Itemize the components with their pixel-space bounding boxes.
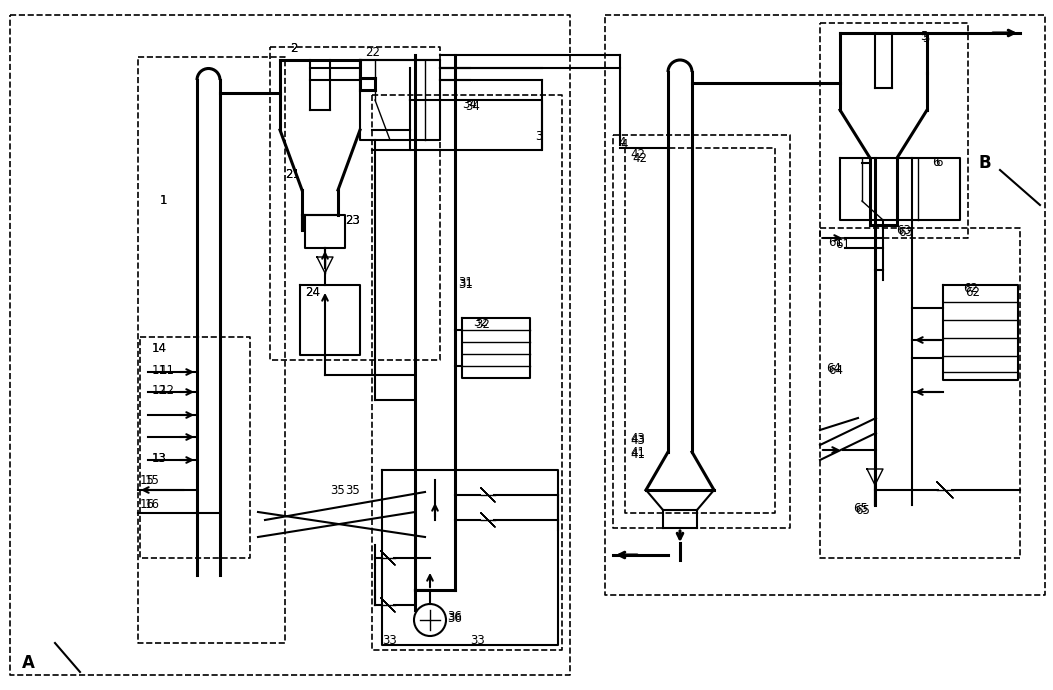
Text: 5: 5 — [920, 30, 928, 43]
Text: 16: 16 — [140, 498, 155, 511]
Text: A: A — [22, 654, 35, 672]
Text: 65: 65 — [855, 504, 870, 517]
Text: 41: 41 — [630, 446, 645, 460]
Text: 5: 5 — [922, 32, 930, 44]
Text: 63: 63 — [898, 226, 913, 239]
Text: 14: 14 — [152, 342, 167, 355]
Text: 21: 21 — [285, 168, 300, 181]
Text: 62: 62 — [965, 286, 980, 299]
Text: 33: 33 — [470, 633, 484, 647]
Text: 65: 65 — [853, 502, 868, 515]
Text: 12: 12 — [160, 384, 175, 397]
Text: 42: 42 — [630, 148, 645, 161]
Text: 23: 23 — [345, 213, 360, 226]
Text: 1: 1 — [160, 193, 167, 206]
Text: 35: 35 — [345, 484, 360, 497]
Text: 6: 6 — [935, 157, 942, 170]
Text: 41: 41 — [630, 448, 645, 462]
Text: 34: 34 — [462, 99, 477, 112]
Text: B: B — [978, 154, 991, 172]
Text: 35: 35 — [330, 484, 344, 497]
Text: 13: 13 — [152, 451, 166, 464]
Text: 12: 12 — [152, 384, 167, 397]
Text: 33: 33 — [382, 633, 397, 647]
Text: 6: 6 — [932, 155, 939, 168]
Text: 31: 31 — [458, 275, 473, 288]
Text: 64: 64 — [828, 364, 843, 377]
Text: 2: 2 — [290, 41, 298, 55]
Text: 61: 61 — [828, 235, 843, 248]
Text: 15: 15 — [140, 473, 155, 486]
Text: 23: 23 — [345, 213, 360, 226]
Text: 4: 4 — [618, 137, 625, 150]
Text: 13: 13 — [152, 451, 166, 464]
Text: 11: 11 — [152, 364, 167, 377]
Text: 61: 61 — [835, 239, 850, 251]
Text: 43: 43 — [630, 433, 644, 446]
Text: 31: 31 — [458, 279, 473, 291]
Text: 36: 36 — [448, 611, 462, 624]
Text: 24: 24 — [305, 286, 320, 299]
Text: 32: 32 — [475, 319, 490, 331]
Text: 24: 24 — [305, 286, 320, 299]
Text: 14: 14 — [152, 342, 167, 355]
Text: 15: 15 — [145, 475, 160, 488]
Text: 16: 16 — [145, 498, 160, 511]
Text: 11: 11 — [160, 364, 175, 377]
Text: 62: 62 — [963, 282, 978, 295]
Text: 2: 2 — [290, 41, 298, 55]
Text: 42: 42 — [632, 152, 647, 164]
Text: 36: 36 — [448, 611, 462, 624]
Text: 3: 3 — [535, 130, 542, 144]
Text: 34: 34 — [465, 99, 480, 112]
Text: 4: 4 — [620, 139, 628, 152]
Text: 64: 64 — [826, 362, 841, 375]
Text: 43: 43 — [630, 431, 644, 444]
Text: 1: 1 — [160, 193, 167, 206]
Text: 63: 63 — [896, 224, 911, 237]
Text: 21: 21 — [285, 168, 300, 181]
Text: 22: 22 — [365, 46, 380, 59]
Text: 32: 32 — [473, 317, 488, 330]
